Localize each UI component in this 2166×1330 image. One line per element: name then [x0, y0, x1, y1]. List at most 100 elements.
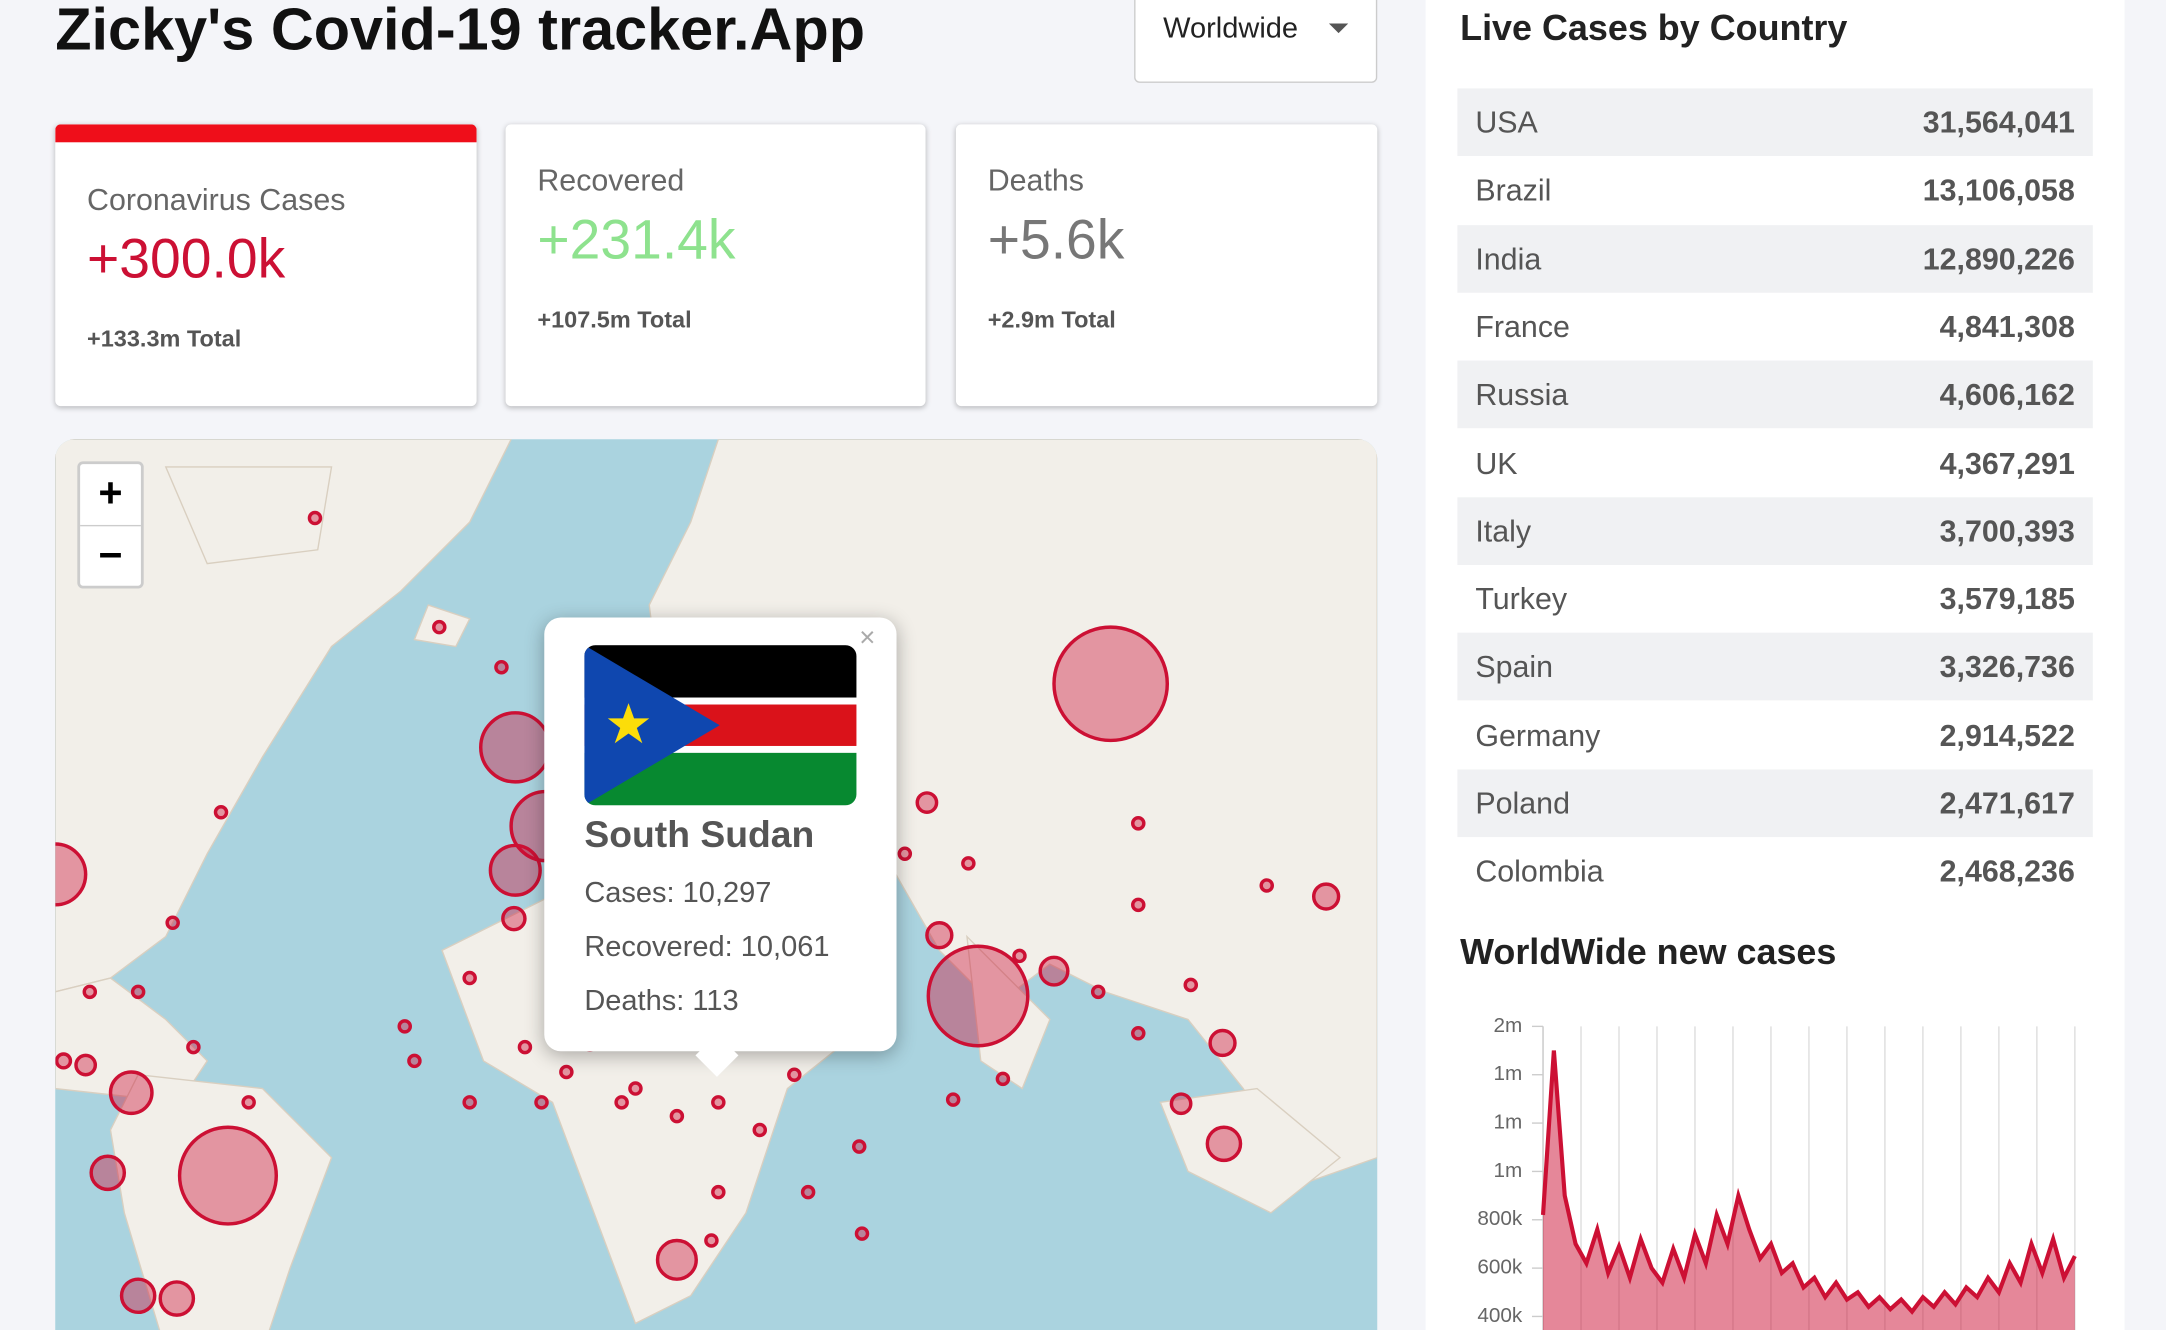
stat-card[interactable]: Coronavirus Cases +300.0k +133.3m Total [55, 124, 477, 407]
case-dot [462, 970, 477, 986]
country-name: France [1475, 309, 1570, 344]
stat-label: Coronavirus Cases [87, 182, 346, 217]
case-dot [534, 1095, 549, 1110]
case-bubble [158, 1280, 196, 1317]
stat-card[interactable]: Recovered +231.4k +107.5m Total [505, 124, 926, 407]
case-dot [130, 984, 146, 1000]
table-row: Germany 2,914,522 [1457, 701, 2093, 770]
case-bubble [501, 905, 527, 932]
case-bubble [55, 1052, 73, 1070]
stat-label: Deaths [987, 163, 1085, 198]
case-bubble [89, 1154, 127, 1192]
country-cases: 4,606,162 [1939, 377, 2075, 412]
case-bubble [55, 842, 88, 907]
case-dot [241, 1095, 256, 1110]
app-title: Zicky's Covid-19 tracker.App [55, 0, 866, 64]
country-cases: 4,841,308 [1939, 309, 2075, 344]
case-dot [407, 1053, 422, 1069]
country-cases: 2,914,522 [1939, 717, 2075, 753]
case-dot [614, 1095, 629, 1110]
case-bubble [1052, 625, 1170, 743]
popup-deaths: Deaths: 113 [584, 984, 739, 1017]
case-dot [307, 510, 323, 526]
y-tick-label: 1m [1494, 1111, 1523, 1134]
case-dot [186, 1039, 201, 1055]
stat-label: Recovered [537, 163, 685, 198]
country-name: USA [1475, 104, 1538, 140]
table-row: France 4,841,308 [1457, 292, 2093, 361]
active-bar [55, 124, 477, 143]
case-dot [559, 1064, 574, 1080]
case-dot [897, 846, 913, 861]
stat-today: +5.6k [987, 209, 1125, 271]
stat-today: +300.0k [87, 229, 286, 291]
popup-cases: Cases: 10,297 [584, 877, 772, 909]
case-dot [1131, 897, 1146, 913]
y-tick-label: 400k [1477, 1304, 1523, 1327]
y-tick-label: 600k [1477, 1256, 1523, 1279]
case-dot [1012, 948, 1027, 964]
table-row: Turkey 3,579,185 [1457, 565, 2093, 633]
case-dot [213, 805, 229, 820]
case-dot [945, 1092, 961, 1107]
dropdown-text: Worldwide [1163, 12, 1299, 45]
case-dot [1090, 984, 1106, 1000]
case-dot [1183, 977, 1199, 993]
table-row: Colombia 2,468,236 [1457, 837, 2093, 906]
country-cases: 3,579,185 [1939, 581, 2075, 617]
country-cases: 31,564,041 [1922, 104, 2075, 140]
table-row: Brazil 13,106,058 [1457, 156, 2093, 225]
y-tick-label: 1m [1494, 1159, 1523, 1182]
stat-card[interactable]: Deaths +5.6k +2.9m Total [955, 124, 1378, 407]
country-name: Brazil [1475, 173, 1552, 208]
table-row: Italy 3,700,393 [1457, 497, 2093, 565]
country-dropdown[interactable]: Worldwide [1134, 0, 1378, 83]
case-dot [800, 1184, 816, 1200]
case-bubble [488, 843, 542, 897]
case-bubble [655, 1238, 698, 1281]
country-cases: 3,700,393 [1939, 513, 2075, 549]
table-row: Poland 2,471,617 [1457, 769, 2093, 838]
country-cases: 2,471,617 [1939, 786, 2075, 821]
popup-country: South Sudan [584, 813, 815, 856]
case-dot [628, 1081, 643, 1096]
stat-today: +231.4k [537, 209, 736, 271]
table-row: Spain 3,326,736 [1457, 633, 2093, 701]
table-row: UK 4,367,291 [1457, 428, 2093, 497]
map[interactable]: + − × South Sudan Cases: 10,297 Recovere… [55, 439, 1378, 1330]
case-dot [961, 856, 976, 871]
case-dot [82, 984, 98, 1000]
zoom-in[interactable]: + [80, 464, 141, 527]
case-dot [462, 1095, 477, 1110]
y-tick-label: 1m [1494, 1062, 1523, 1085]
zoom-control: + − [77, 461, 144, 589]
case-dot [397, 1019, 413, 1034]
country-name: Poland [1475, 786, 1570, 821]
chart: 2m 1m 1m 1m 800k 600k 400k [1477, 1014, 2077, 1330]
country-cases: 4,367,291 [1939, 445, 2075, 481]
case-bubble [1205, 1125, 1243, 1163]
y-tick-label: 2m [1494, 1014, 1523, 1037]
country-cases: 2,468,236 [1939, 854, 2075, 889]
case-dot [711, 1184, 726, 1200]
country-name: Colombia [1475, 854, 1604, 889]
country-cases: 12,890,226 [1922, 241, 2075, 276]
popup-close[interactable]: × [859, 623, 876, 654]
y-tick-label: 800k [1477, 1207, 1523, 1230]
country-name: Russia [1475, 377, 1569, 412]
case-bubble [108, 1070, 154, 1116]
stat-total: +2.9m Total [987, 306, 1116, 333]
table-row: Russia 4,606,162 [1457, 360, 2093, 429]
zoom-out[interactable]: − [98, 533, 123, 579]
country-name: Turkey [1475, 581, 1568, 617]
case-bubble [1169, 1092, 1193, 1116]
case-dot [1259, 878, 1274, 893]
case-dot [1131, 1026, 1146, 1041]
popup-recovered: Recovered: 10,061 [584, 931, 830, 963]
case-dot [995, 1071, 1011, 1087]
case-dot [165, 915, 180, 931]
stat-total: +133.3m Total [87, 326, 242, 353]
country-cases: 3,326,736 [1939, 649, 2075, 685]
case-bubble [177, 1125, 279, 1226]
